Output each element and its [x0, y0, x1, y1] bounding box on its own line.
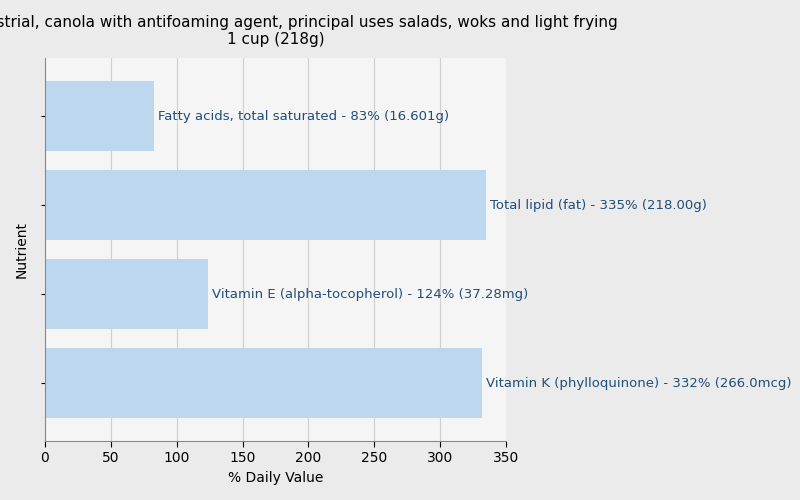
- Text: Vitamin K (phylloquinone) - 332% (266.0mcg): Vitamin K (phylloquinone) - 332% (266.0m…: [486, 376, 792, 390]
- Text: Fatty acids, total saturated - 83% (16.601g): Fatty acids, total saturated - 83% (16.6…: [158, 110, 450, 122]
- Bar: [45, 260, 208, 329]
- Title: Oil, industrial, canola with antifoaming agent, principal uses salads, woks and : Oil, industrial, canola with antifoaming…: [0, 15, 618, 48]
- Text: Total lipid (fat) - 335% (218.00g): Total lipid (fat) - 335% (218.00g): [490, 198, 707, 211]
- Bar: [45, 170, 486, 240]
- Y-axis label: Nutrient: Nutrient: [15, 221, 29, 278]
- Bar: [45, 82, 154, 151]
- Text: Vitamin E (alpha-tocopherol) - 124% (37.28mg): Vitamin E (alpha-tocopherol) - 124% (37.…: [212, 288, 529, 300]
- Bar: [45, 348, 482, 418]
- X-axis label: % Daily Value: % Daily Value: [228, 471, 323, 485]
